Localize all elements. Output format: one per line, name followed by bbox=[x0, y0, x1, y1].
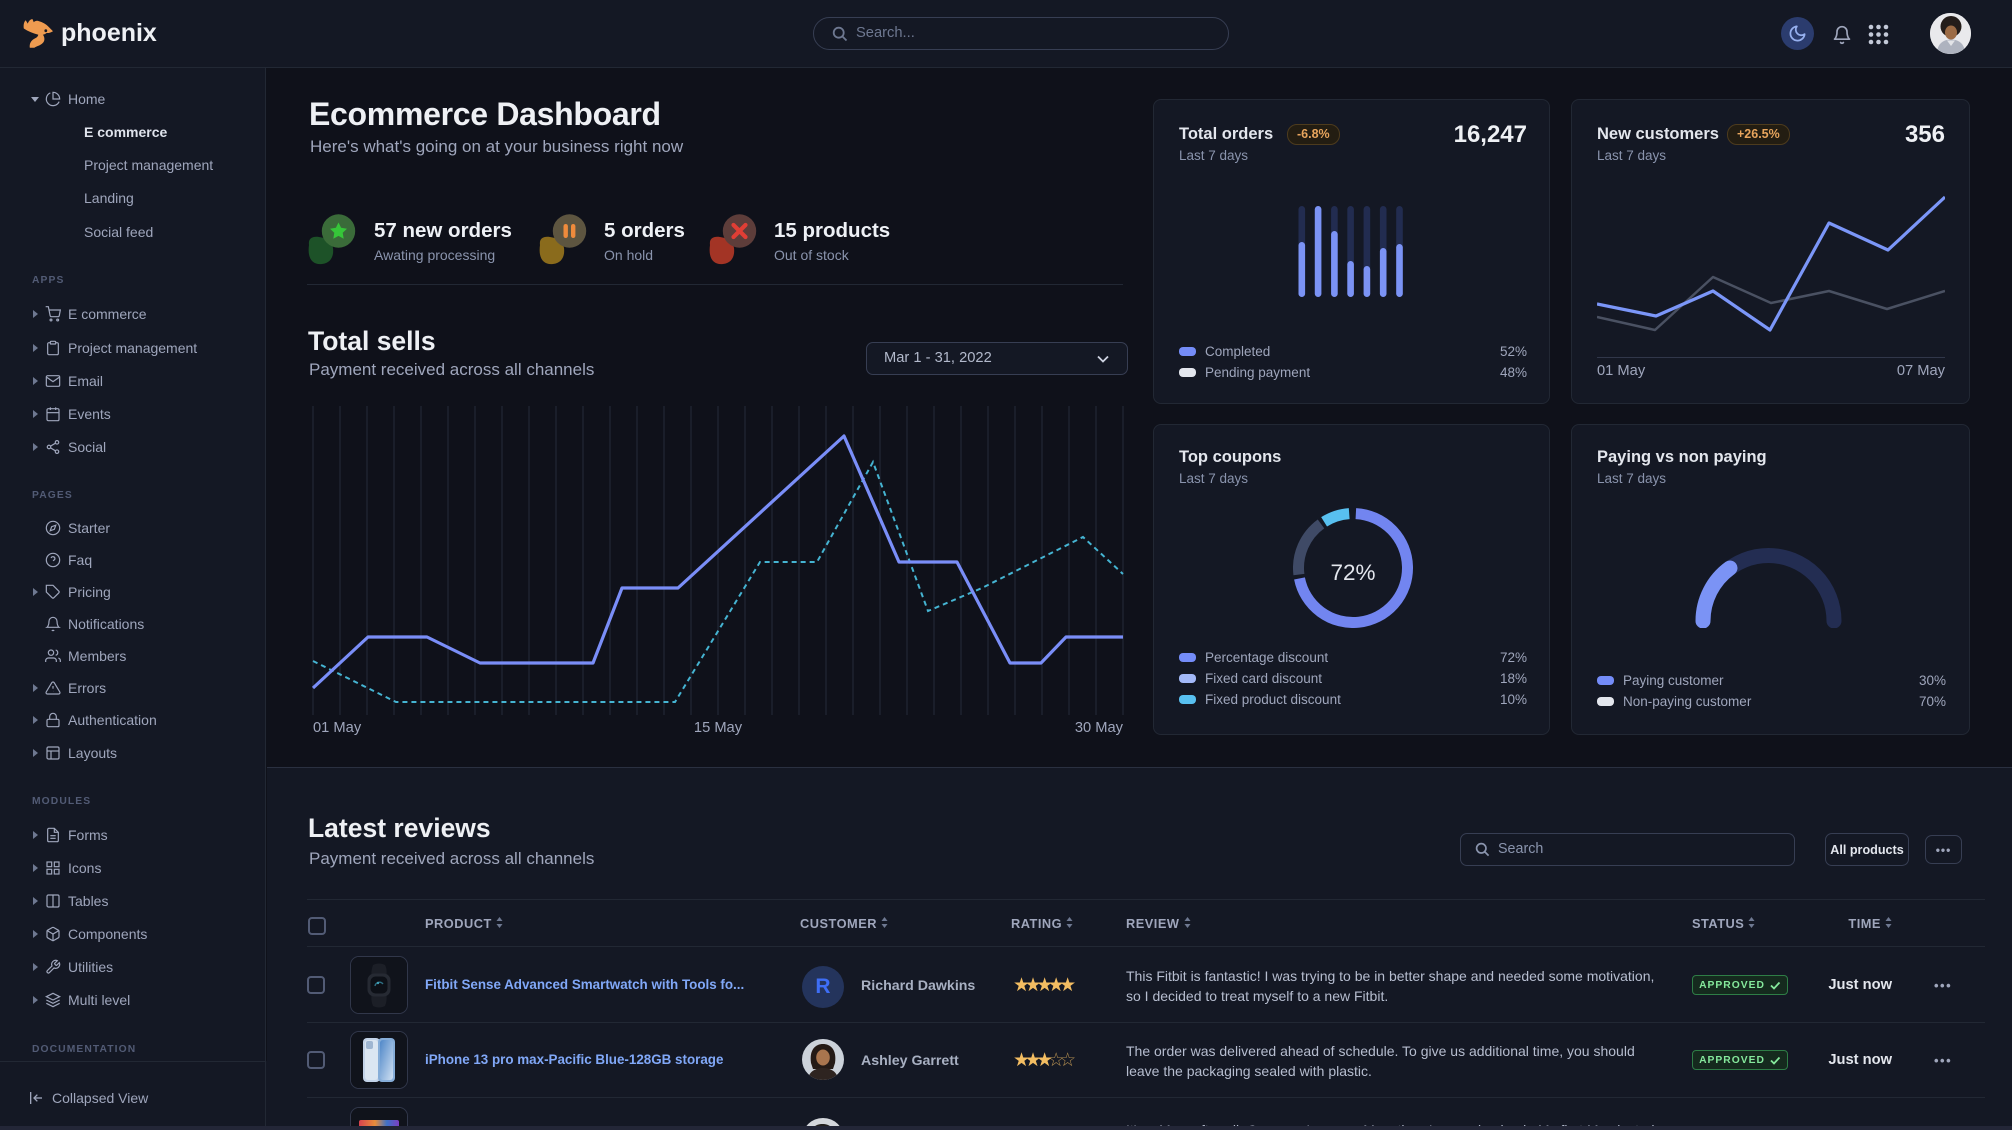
svg-text:30 May: 30 May bbox=[1075, 720, 1124, 736]
svg-text:15 May: 15 May bbox=[694, 720, 743, 736]
svg-text:72%: 72% bbox=[1330, 560, 1375, 585]
svg-text:01 May: 01 May bbox=[313, 720, 362, 736]
